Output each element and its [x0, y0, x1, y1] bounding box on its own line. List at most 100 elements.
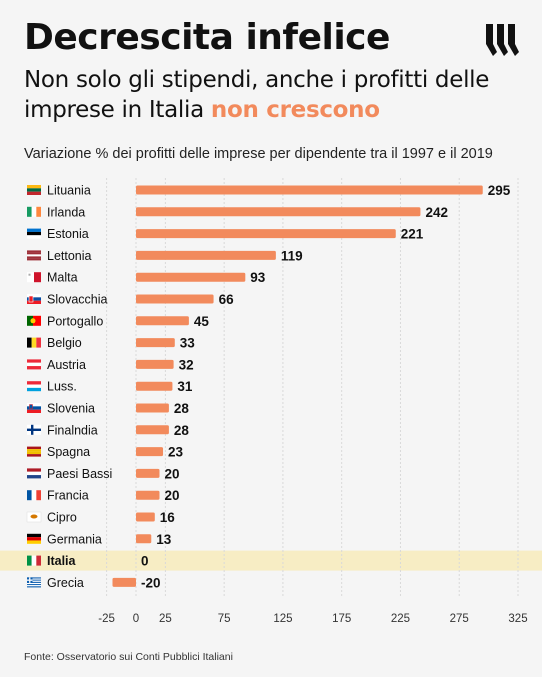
- flag-belgium-icon: [27, 337, 41, 348]
- data-label: 32: [179, 357, 194, 372]
- flag-stripe: [27, 206, 32, 217]
- flag-stripe: [33, 315, 41, 326]
- bar: [136, 403, 169, 413]
- headline-subtitle: Non solo gli stipendi, anche i profitti …: [24, 66, 524, 126]
- x-tick-label: 125: [273, 613, 292, 625]
- flag-stripe: [27, 337, 32, 348]
- flag-portugal-icon: [27, 315, 41, 326]
- category-label: Finalndia: [47, 423, 98, 437]
- flag-stripe: [27, 406, 41, 410]
- source-note: Fonte: Osservatorio sui Conti Pubblici I…: [24, 651, 233, 663]
- data-label: 221: [401, 227, 424, 242]
- data-label: 28: [174, 401, 190, 416]
- flag-detail: [28, 295, 34, 303]
- flag-stripe: [27, 475, 41, 479]
- category-label: Estonia: [47, 227, 89, 241]
- bar: [136, 490, 160, 500]
- flag-stripe: [27, 235, 41, 239]
- subtitle-accent: non crescono: [210, 96, 380, 123]
- flag-ireland-icon: [27, 206, 41, 217]
- brand-logo-icon: [486, 24, 519, 56]
- data-label: 31: [177, 379, 193, 394]
- flag-stripe: [27, 315, 33, 326]
- flag-netherlands-icon: [27, 468, 41, 479]
- flag-slovakia-icon: [27, 294, 41, 304]
- bar: [136, 534, 152, 544]
- flag-stripe: [27, 258, 41, 261]
- flag-stripe: [31, 424, 34, 435]
- flag-stripe: [27, 555, 32, 566]
- flag-stripe: [36, 206, 41, 217]
- flag-stripe: [27, 384, 41, 388]
- data-label: 66: [219, 292, 235, 307]
- flag-france-icon: [27, 490, 41, 501]
- data-label: 23: [168, 445, 184, 460]
- flag-stripe: [27, 471, 41, 476]
- flag-detail: [30, 514, 38, 519]
- flag-germany-icon: [27, 533, 41, 544]
- flag-stripe: [27, 428, 41, 431]
- category-label: Francia: [47, 489, 89, 503]
- data-label: -20: [141, 575, 161, 590]
- flag-stripe: [27, 250, 41, 253]
- category-label: Germania: [47, 532, 102, 546]
- flag-stripe: [27, 256, 41, 259]
- highlight-band: [0, 550, 542, 571]
- category-label: Cipro: [47, 511, 77, 525]
- flag-stripe: [27, 584, 41, 586]
- bar: [136, 468, 160, 478]
- flag-stripe: [27, 231, 41, 236]
- flag-stripe: [27, 578, 41, 580]
- data-label: 33: [180, 336, 196, 351]
- flag-stripe: [27, 490, 32, 501]
- x-tick-label: 175: [332, 613, 351, 625]
- flag-stripe: [31, 206, 37, 217]
- bar: [112, 577, 136, 587]
- flag-stripe: [36, 555, 41, 566]
- x-tick-label: 75: [218, 613, 231, 625]
- category-label: Portogallo: [47, 314, 103, 328]
- category-label: Paesi Bassi: [47, 467, 112, 481]
- flag-stripe: [27, 409, 41, 413]
- bar: [136, 381, 173, 391]
- flag-estonia-icon: [27, 228, 41, 239]
- flag-stripe: [27, 294, 41, 298]
- x-tick-label: 275: [450, 613, 469, 625]
- data-label: 0: [141, 554, 149, 569]
- category-label: Belgio: [47, 336, 82, 350]
- flag-stripe: [27, 582, 41, 585]
- data-label: 45: [194, 314, 210, 329]
- flag-stripe: [27, 366, 41, 370]
- category-label: Austria: [47, 358, 86, 372]
- flag-stripe: [31, 555, 37, 566]
- category-label: Luss.: [47, 380, 77, 394]
- flag-latvia-icon: [27, 250, 41, 261]
- flag-stripe: [27, 387, 41, 392]
- flag-stripe: [27, 581, 41, 583]
- flag-stripe: [36, 490, 41, 501]
- chart-title: Variazione % dei profitti delle imprese …: [24, 146, 493, 162]
- flag-stripe: [27, 585, 41, 587]
- flag-italy-icon: [27, 555, 41, 566]
- flag-stripe: [27, 403, 41, 407]
- flag-stripe: [31, 337, 37, 348]
- bar: [136, 250, 276, 260]
- category-label: Spagna: [47, 445, 90, 459]
- flag-finland-icon: [27, 424, 41, 435]
- category-label: Lettonia: [47, 249, 92, 263]
- flag-stripe: [36, 337, 41, 348]
- bar: [136, 272, 246, 282]
- flag-stripe: [27, 449, 41, 452]
- flag-austria-icon: [27, 359, 41, 370]
- x-tick-label: 325: [508, 613, 527, 625]
- x-tick-label: -25: [98, 613, 115, 625]
- flag-cyprus-icon: [26, 511, 42, 523]
- flag-detail: [29, 404, 33, 409]
- flag-stripe: [27, 577, 41, 579]
- data-label: 28: [174, 423, 190, 438]
- page-title: Decrescita infelice: [24, 17, 390, 58]
- flag-stripe: [27, 185, 41, 189]
- flag-stripe: [27, 272, 34, 283]
- flag-stripe: [27, 537, 41, 541]
